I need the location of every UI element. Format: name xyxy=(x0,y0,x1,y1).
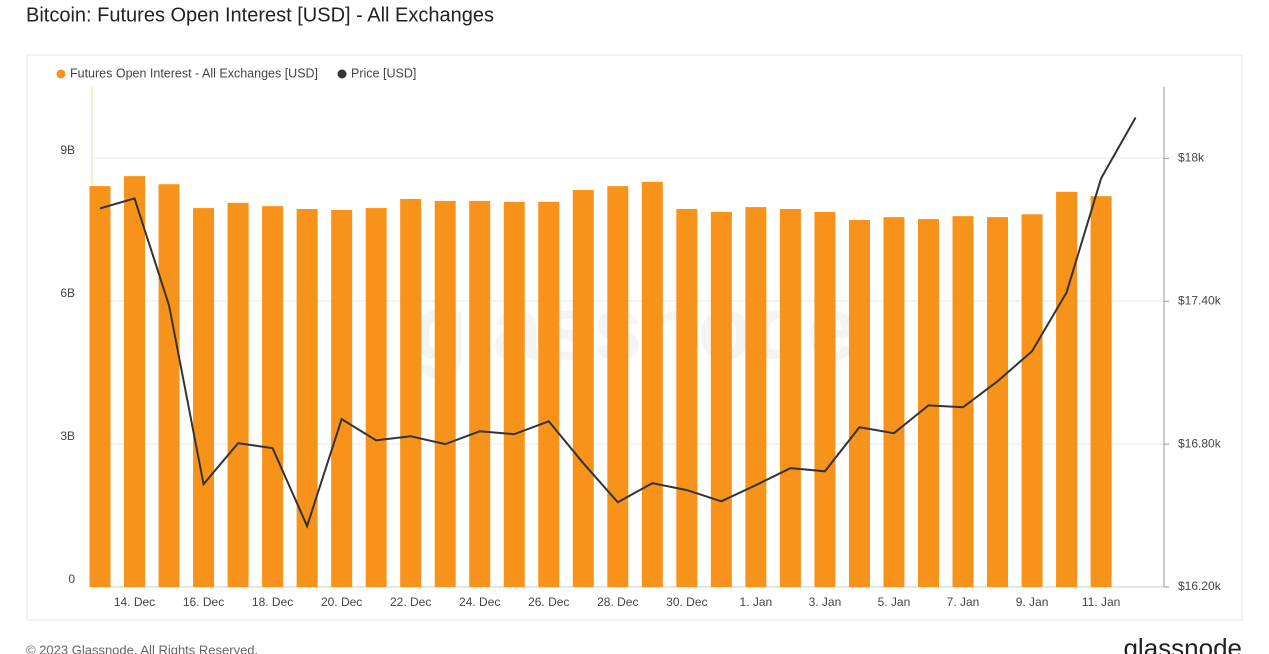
bar xyxy=(848,219,870,587)
x-tick-label: 5. Jan xyxy=(878,595,911,609)
x-tick-label: 16. Dec xyxy=(183,595,224,609)
bar xyxy=(607,186,629,588)
bar xyxy=(503,201,525,587)
bar xyxy=(434,200,456,587)
bar xyxy=(227,202,249,588)
y2-tick-label: $18k xyxy=(1178,151,1205,165)
y-tick-label: 0 xyxy=(68,572,75,586)
y2-tick-label: $16.20k xyxy=(1178,579,1222,593)
bar xyxy=(296,209,318,587)
x-tick-label: 18. Dec xyxy=(252,595,293,609)
bar xyxy=(814,211,836,587)
x-tick-label: 11. Jan xyxy=(1082,595,1120,609)
x-tick-label: 9. Jan xyxy=(1016,595,1049,609)
logo: glassnode xyxy=(1123,633,1242,654)
bar xyxy=(469,200,491,587)
legend-label: Price [USD] xyxy=(351,66,416,80)
bar xyxy=(987,217,1009,587)
x-tick-label: 30. Dec xyxy=(666,595,707,609)
chart-title: Bitcoin: Futures Open Interest [USD] - A… xyxy=(26,4,494,26)
x-tick-label: 24. Dec xyxy=(459,595,500,609)
y-tick-label: 3B xyxy=(60,429,75,443)
x-tick-label: 22. Dec xyxy=(390,595,431,609)
y2-tick-label: $16.80k xyxy=(1178,436,1222,450)
bar xyxy=(538,201,560,587)
x-tick-label: 14. Dec xyxy=(114,595,155,609)
bar xyxy=(710,211,732,587)
bar xyxy=(917,219,939,587)
bar xyxy=(193,208,215,587)
bar xyxy=(331,209,353,588)
x-tick-label: 20. Dec xyxy=(321,595,362,609)
bar xyxy=(158,184,180,587)
bar xyxy=(262,206,284,587)
legend-marker xyxy=(337,69,347,79)
footer: © 2023 Glassnode. All Rights Reserved. xyxy=(26,642,258,654)
x-tick-label: 7. Jan xyxy=(947,595,980,609)
bar xyxy=(745,207,767,588)
y-tick-label: 9B xyxy=(60,143,75,157)
x-tick-label: 1. Jan xyxy=(740,595,773,609)
x-tick-label: 28. Dec xyxy=(597,595,638,609)
bar xyxy=(779,209,801,587)
bar xyxy=(365,208,387,587)
x-tick-label: 26. Dec xyxy=(528,595,569,609)
x-tick-label: 3. Jan xyxy=(809,595,842,609)
bar xyxy=(883,217,905,587)
legend-label: Futures Open Interest - All Exchanges [U… xyxy=(70,66,318,80)
bar xyxy=(89,186,111,588)
frame xyxy=(26,54,1243,621)
price-line xyxy=(99,116,1137,529)
legend-marker xyxy=(56,69,66,79)
bar xyxy=(572,189,594,587)
bar xyxy=(952,216,974,587)
y-tick-label: 6B xyxy=(60,286,75,300)
bar xyxy=(1056,191,1078,588)
bar xyxy=(1021,214,1043,587)
bar xyxy=(1090,196,1112,588)
bar xyxy=(124,176,146,587)
bar xyxy=(400,199,422,587)
y2-tick-label: $17.40k xyxy=(1178,293,1222,307)
bar xyxy=(641,181,663,587)
bar xyxy=(676,209,698,587)
